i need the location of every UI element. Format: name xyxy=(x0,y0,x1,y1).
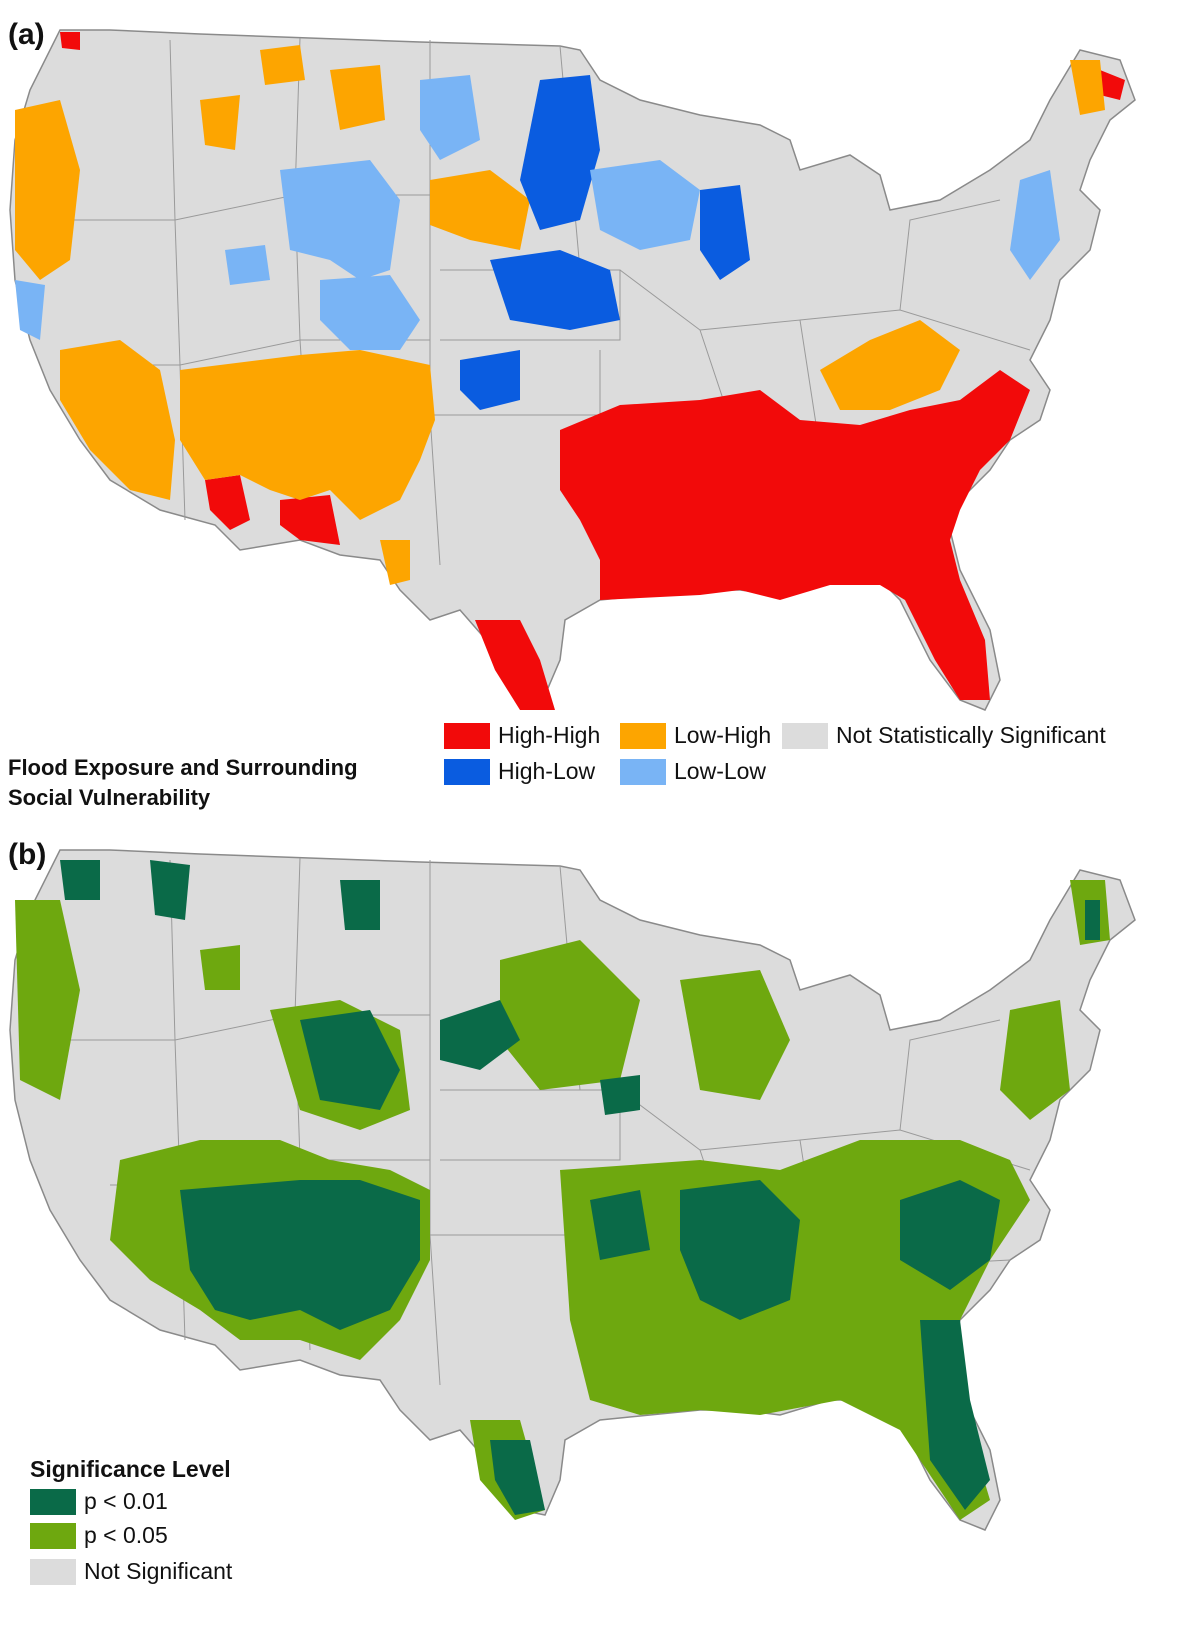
cluster-high-high xyxy=(60,32,1125,710)
panel-b-label: (b) xyxy=(8,838,47,871)
legend-label-not-significant-b: Not Significant xyxy=(84,1558,233,1584)
legend-item-not-significant-a: Not Statistically Significant xyxy=(782,722,1106,749)
legend-swatch-low-high xyxy=(620,722,666,749)
legend-item-not-significant-b: Not Significant xyxy=(30,1558,232,1585)
legend-item-p001: p < 0.01 xyxy=(30,1488,168,1515)
significance-p001 xyxy=(60,860,1100,1515)
legend-a-title: Flood Exposure and Surrounding Social Vu… xyxy=(8,753,428,813)
panel-a-label: (a) xyxy=(8,18,45,51)
legend-a-title-line1: Flood Exposure and Surrounding xyxy=(8,755,358,780)
legend-swatch-high-high xyxy=(444,722,490,749)
legend-label-low-high: Low-High xyxy=(674,722,772,748)
legend-a-title-line2: Social Vulnerability xyxy=(8,785,211,810)
legend-swatch-low-low xyxy=(620,758,666,785)
legend-label-low-low: Low-Low xyxy=(674,758,767,784)
cluster-high-low xyxy=(460,75,750,410)
cluster-low-high xyxy=(15,45,1105,585)
legend-item-high-low: High-Low xyxy=(444,758,595,785)
legend-label-high-high: High-High xyxy=(498,722,601,748)
legend-item-high-high: High-High xyxy=(444,722,600,749)
legend-b-title: Significance Level xyxy=(30,1456,231,1482)
legend-item-low-high: Low-High xyxy=(620,722,771,749)
legend-swatch-not-significant-a xyxy=(782,722,828,749)
legend-label-high-low: High-Low xyxy=(498,758,596,784)
legend-item-low-low: Low-Low xyxy=(620,758,766,785)
legend-swatch-p005 xyxy=(30,1522,76,1549)
legend-label-p005: p < 0.05 xyxy=(84,1522,168,1548)
legend-swatch-p001 xyxy=(30,1488,76,1515)
cluster-low-low xyxy=(15,75,1060,350)
legend-label-p001: p < 0.01 xyxy=(84,1488,168,1514)
map-significance-level xyxy=(9,849,1136,1531)
map-flood-exposure-lisa xyxy=(9,29,1136,711)
legend-label-not-significant-a: Not Statistically Significant xyxy=(836,722,1106,748)
legend-swatch-not-significant-b xyxy=(30,1558,76,1585)
legend-item-p005: p < 0.05 xyxy=(30,1522,168,1549)
legend-swatch-high-low xyxy=(444,758,490,785)
